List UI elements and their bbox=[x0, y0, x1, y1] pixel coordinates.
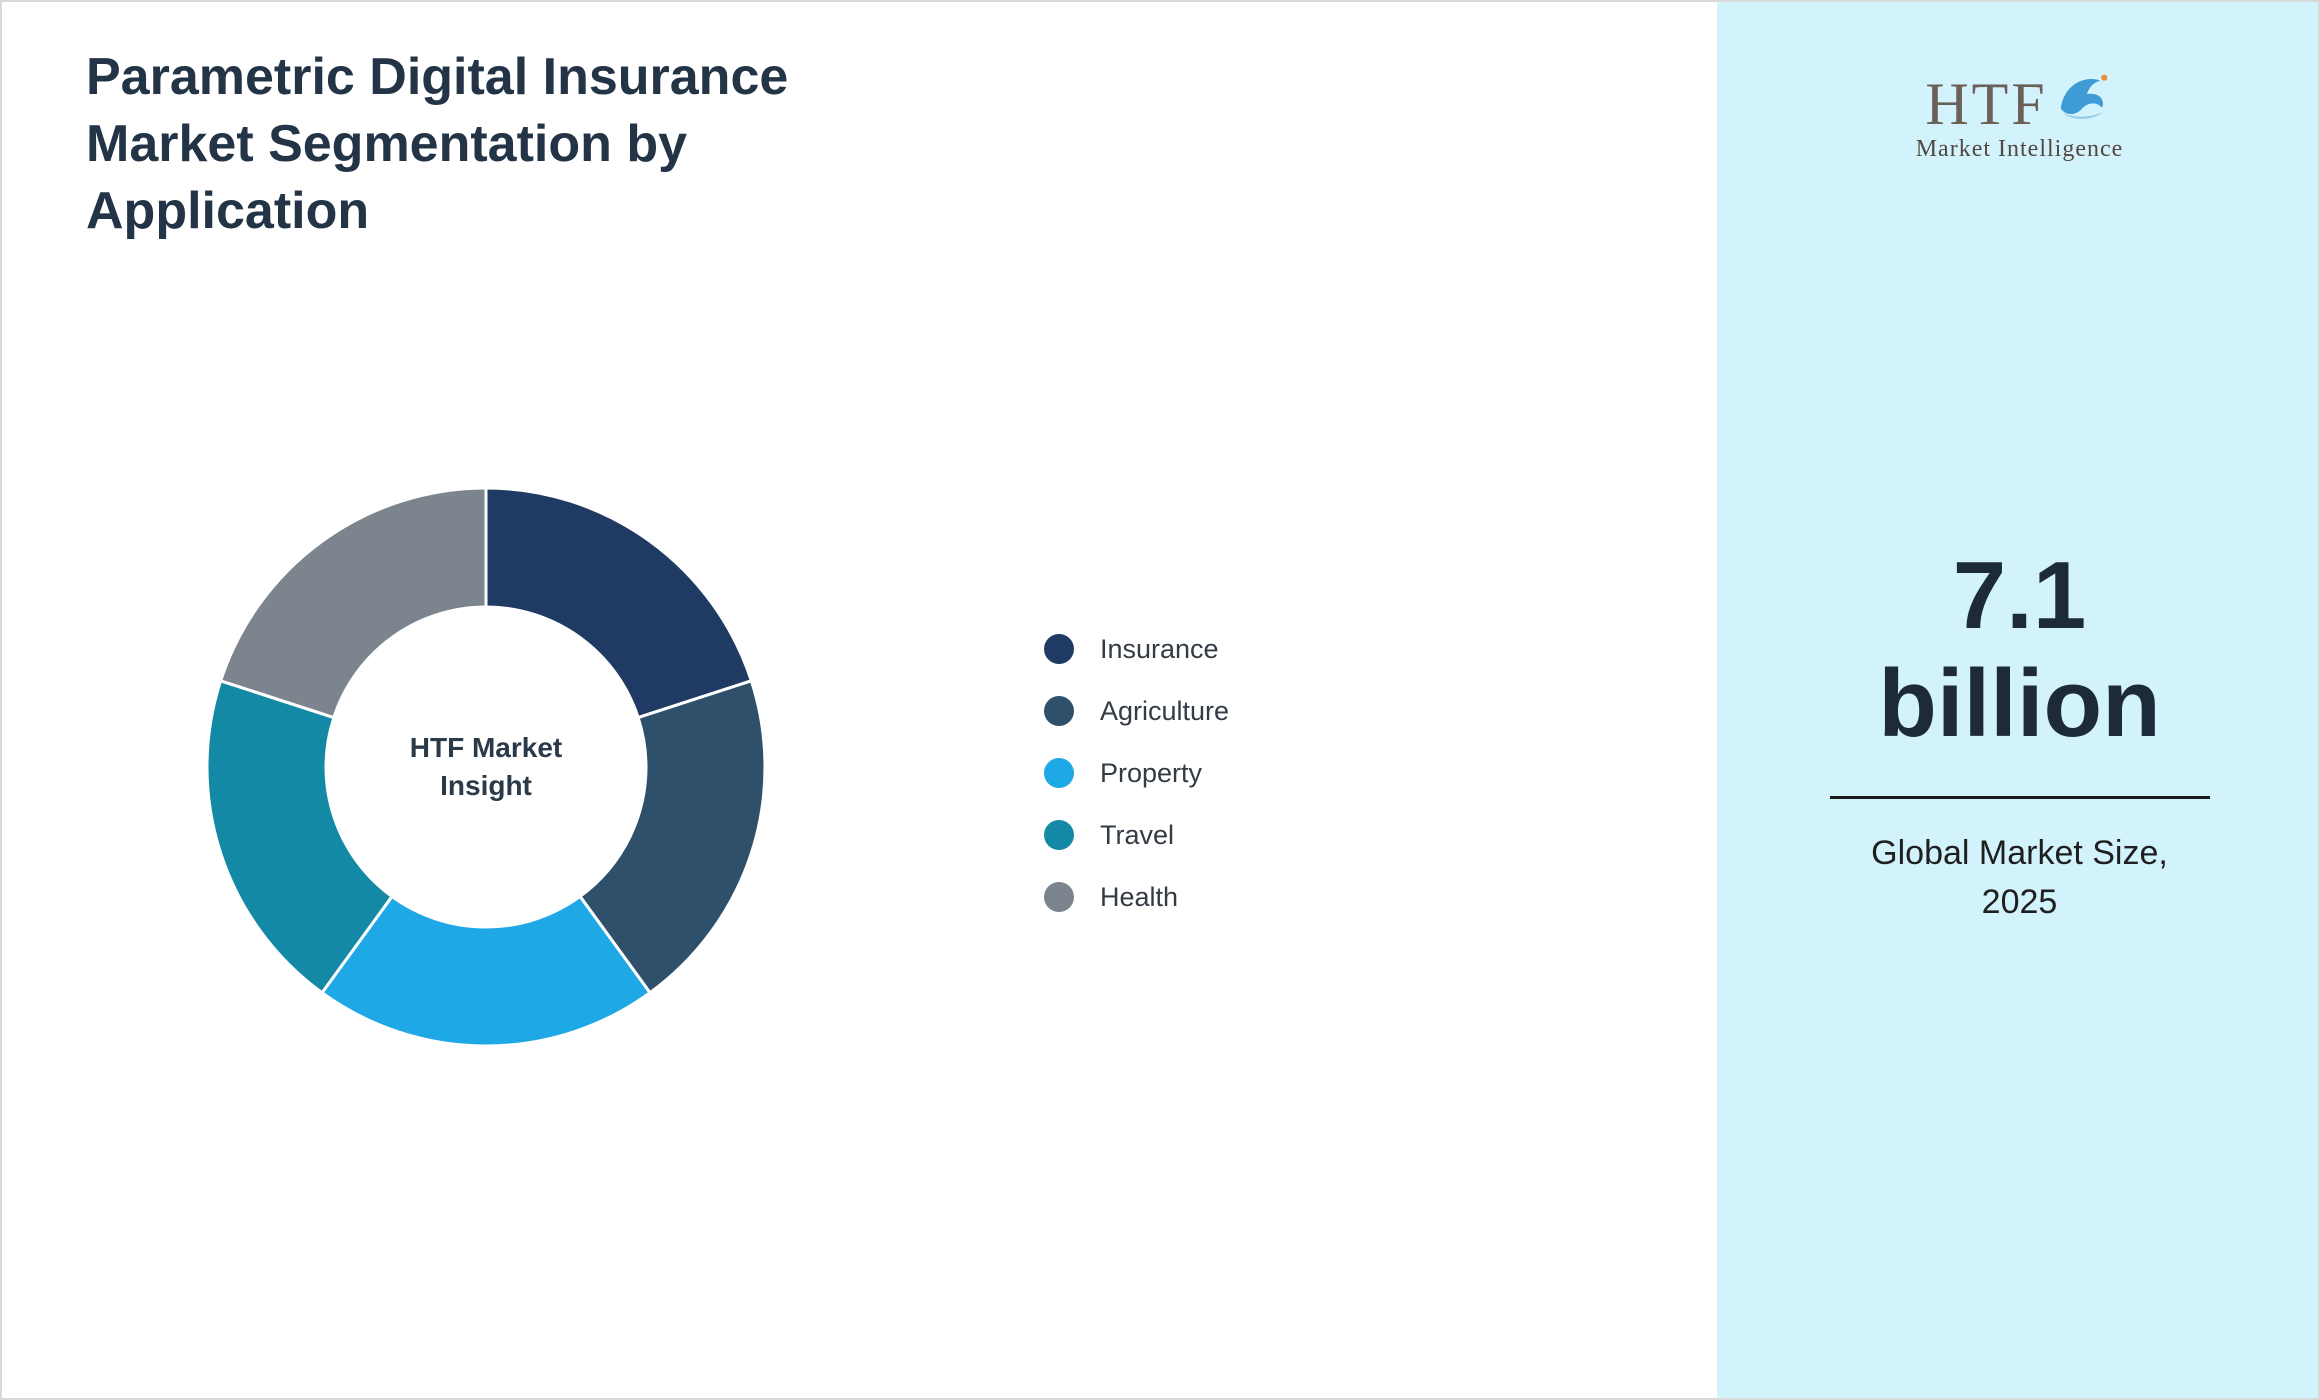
logo-row: HTF bbox=[1717, 71, 2318, 137]
logo-subtext: Market Intelligence bbox=[1915, 136, 2124, 162]
legend-swatch-health bbox=[1044, 882, 1074, 912]
legend-label-property: Property bbox=[1100, 757, 1203, 788]
donut-segment-travel bbox=[205, 679, 394, 995]
legend-swatch-property bbox=[1044, 758, 1074, 788]
donut-segment-property bbox=[320, 894, 652, 1048]
legend-item-insurance: Insurance bbox=[1044, 618, 1229, 680]
metric-value: 7.1 billion bbox=[1717, 542, 2318, 758]
legend-swatch-insurance bbox=[1044, 634, 1074, 664]
legend-item-travel: Travel bbox=[1044, 804, 1229, 866]
metric-label-line1: Global Market Size, bbox=[1871, 834, 2168, 872]
htf-logo: HTF Market Intelligence bbox=[1717, 71, 2318, 163]
dolphin-logo-icon bbox=[2060, 74, 2107, 119]
donut-chart-area: HTF Market Insight bbox=[205, 486, 767, 1048]
legend-label-health: Health bbox=[1100, 881, 1179, 912]
metric-label-line2: 2025 bbox=[1981, 883, 2058, 921]
market-size-metric: 7.1 billion Global Market Size, 2025 bbox=[1717, 542, 2318, 927]
metric-divider bbox=[1829, 796, 2210, 799]
donut-chart bbox=[205, 486, 767, 1048]
metric-value-line2: billion bbox=[1878, 650, 2161, 757]
donut-segment-agriculture bbox=[578, 679, 767, 995]
legend-item-property: Property bbox=[1044, 742, 1229, 804]
donut-segment-health bbox=[219, 486, 488, 720]
chart-legend: Insurance Agriculture Property Travel Health bbox=[1044, 618, 1229, 928]
legend-item-health: Health bbox=[1044, 866, 1229, 928]
metric-label: Global Market Size, 2025 bbox=[1717, 829, 2318, 927]
legend-label-travel: Travel bbox=[1100, 819, 1175, 850]
legend-swatch-travel bbox=[1044, 820, 1074, 850]
legend-label-agriculture: Agriculture bbox=[1100, 695, 1230, 726]
sidebar: HTF Market Intelligence 7.1 billion Glob… bbox=[1717, 2, 2318, 1398]
metric-value-line1: 7.1 bbox=[1952, 542, 2087, 649]
main-content: Parametric Digital Insurance Market Segm… bbox=[2, 2, 1717, 1398]
legend-item-agriculture: Agriculture bbox=[1044, 680, 1229, 742]
legend-swatch-agriculture bbox=[1044, 696, 1074, 726]
donut-segment-insurance bbox=[484, 486, 753, 720]
legend-label-insurance: Insurance bbox=[1100, 633, 1219, 664]
page-title: Parametric Digital Insurance Market Segm… bbox=[86, 48, 789, 240]
logo-text: HTF bbox=[1925, 71, 2048, 137]
